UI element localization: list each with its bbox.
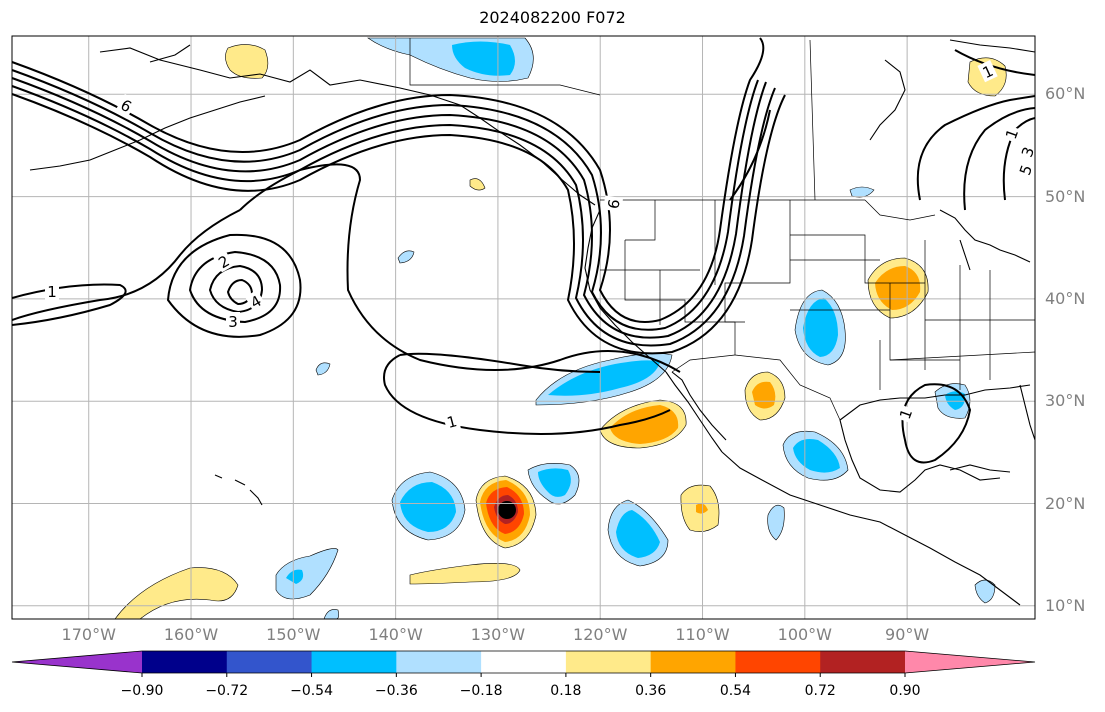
anomaly-region bbox=[616, 510, 660, 558]
colorbar-segment bbox=[311, 651, 397, 673]
contour-label: 6 bbox=[604, 198, 623, 211]
colorbar-segment bbox=[820, 651, 906, 673]
anomaly-region bbox=[225, 44, 269, 79]
anomaly-region bbox=[974, 579, 996, 604]
colorbar-tick-label: 0.72 bbox=[804, 683, 836, 699]
contour-label: 3 bbox=[228, 313, 238, 331]
latitude-label: 20°N bbox=[1045, 493, 1086, 513]
longitude-label: 160°W bbox=[163, 625, 219, 644]
colorbar-segment bbox=[226, 651, 313, 673]
contour-label: 3 bbox=[1018, 144, 1038, 159]
colorbar-tick-label: 0.36 bbox=[635, 683, 667, 699]
colorbar-tick-label: −0.72 bbox=[205, 683, 249, 699]
anomaly-region bbox=[538, 468, 571, 497]
political-borders bbox=[409, 38, 1035, 421]
longitude-label: 110°W bbox=[675, 625, 730, 644]
contour-label-background bbox=[977, 59, 998, 83]
anomaly-core bbox=[498, 501, 516, 519]
longitude-label: 90°W bbox=[885, 625, 930, 644]
contour-label-background bbox=[1014, 160, 1035, 180]
plot-frame bbox=[11, 35, 1036, 620]
latitude-label: 30°N bbox=[1045, 391, 1086, 411]
longitude-label: 150°W bbox=[266, 625, 321, 644]
longitude-label: 170°W bbox=[61, 625, 116, 644]
anomaly-region bbox=[696, 503, 708, 514]
colorbar-extend-high bbox=[905, 651, 1035, 673]
contour-label-background bbox=[1016, 142, 1035, 162]
anomaly-region bbox=[945, 391, 966, 410]
colorbar-segment bbox=[565, 651, 652, 673]
contour-label: 1 bbox=[47, 283, 57, 301]
anomaly-region bbox=[452, 41, 515, 76]
contour-label-background bbox=[244, 289, 267, 313]
colorbar-extend-low bbox=[12, 651, 142, 673]
shaded-anomalies bbox=[114, 37, 1007, 619]
map-title: 2024082200 F072 bbox=[479, 8, 626, 27]
anomaly-region bbox=[469, 178, 486, 191]
colorbar-tick-label: −0.54 bbox=[290, 683, 333, 699]
contour-label-background bbox=[894, 404, 916, 424]
anomaly-region bbox=[409, 563, 521, 585]
colorbar-segment bbox=[735, 651, 821, 673]
colorbar bbox=[11, 650, 1036, 677]
colorbar-segment bbox=[481, 651, 567, 673]
colorbar-tick-label: −0.36 bbox=[374, 683, 418, 699]
contour-label-background bbox=[226, 312, 240, 330]
contour-label-background bbox=[1000, 124, 1022, 144]
longitude-label: 100°W bbox=[777, 625, 832, 644]
colorbar-tick-label: −0.90 bbox=[120, 683, 164, 699]
latitude-label: 50°N bbox=[1045, 186, 1086, 206]
latitude-label: 60°N bbox=[1045, 84, 1086, 104]
longitude-label: 120°W bbox=[573, 625, 628, 644]
colorbar-segment bbox=[142, 651, 228, 673]
colorbar-segment bbox=[396, 651, 482, 673]
contour-label-background bbox=[115, 93, 138, 117]
latitude-label: 10°N bbox=[1045, 595, 1086, 615]
anomaly-region bbox=[752, 381, 776, 409]
contour-label-background bbox=[212, 249, 235, 273]
anomaly-region bbox=[286, 569, 304, 584]
latitude-label: 40°N bbox=[1045, 288, 1086, 308]
anomaly-region bbox=[400, 482, 456, 532]
anomaly-region bbox=[548, 360, 660, 396]
colorbar-tick-label: −0.18 bbox=[459, 683, 503, 699]
contour-label-background bbox=[602, 195, 624, 213]
longitude-label: 140°W bbox=[368, 625, 423, 644]
contour-label-background bbox=[45, 282, 59, 300]
gridlines bbox=[12, 36, 1035, 619]
longitude-label: 130°W bbox=[470, 625, 526, 644]
contour-label: 1 bbox=[445, 412, 459, 432]
anomaly-region bbox=[275, 548, 339, 600]
anomaly-region bbox=[397, 250, 415, 264]
anomaly-region bbox=[767, 504, 785, 541]
anomaly-region bbox=[315, 362, 331, 376]
anomaly-region bbox=[803, 298, 838, 357]
contour-label-background bbox=[442, 410, 461, 432]
colorbar-tick-label: 0.90 bbox=[889, 683, 921, 699]
colorbar-tick-label: 0.18 bbox=[550, 683, 582, 699]
colorbar-segment bbox=[650, 651, 736, 673]
colorbar-tick-label: 0.54 bbox=[719, 683, 752, 699]
